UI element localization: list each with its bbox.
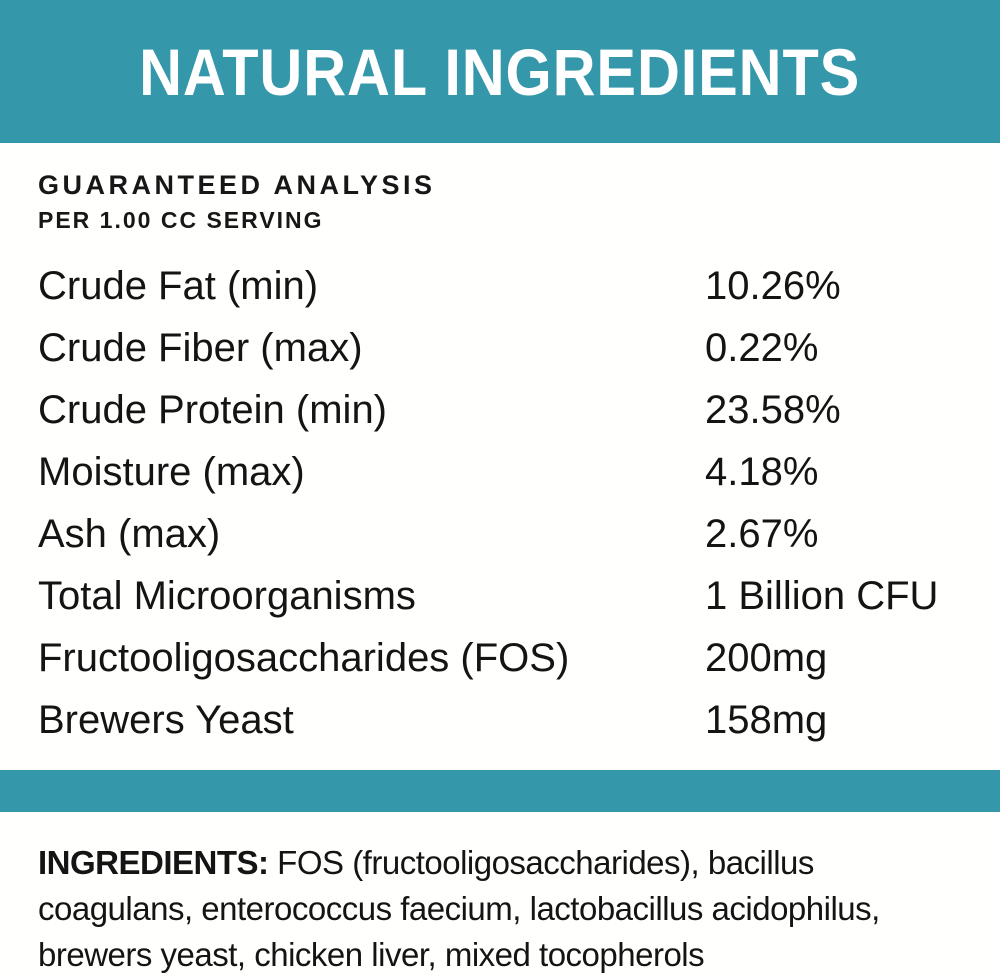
nutrient-value: 0.22% (705, 325, 819, 370)
ingredients-line-2: coagulans, enterococcus faecium, lactoba… (38, 890, 880, 927)
table-row: Crude Fat (min) 10.26% (38, 255, 970, 317)
nutrient-label: Ash (max) (38, 511, 221, 556)
nutrient-value: 158mg (705, 697, 828, 742)
header-band: NATURAL INGREDIENTS (0, 0, 1000, 143)
table-row: Brewers Yeast 158mg (38, 689, 970, 751)
page-title: NATURAL INGREDIENTS (139, 34, 861, 109)
nutrient-value: 23.58% (705, 387, 841, 432)
nutrient-label: Brewers Yeast (38, 697, 294, 742)
analysis-table: Crude Fat (min) 10.26% Crude Fiber (max)… (38, 255, 970, 751)
ingredients-line-3: brewers yeast, chicken liver, mixed toco… (38, 936, 705, 973)
nutrient-value: 200mg (705, 635, 828, 680)
nutrient-label: Total Microorganisms (38, 573, 416, 618)
divider-band (0, 770, 1000, 812)
nutrient-label: Crude Protein (min) (38, 387, 388, 432)
nutrient-value: 4.18% (705, 449, 819, 494)
table-row: Ash (max) 2.67% (38, 503, 970, 565)
ingredients-label: INGREDIENTS: (38, 844, 269, 881)
nutrient-value: 2.67% (705, 511, 819, 556)
nutrient-label: Crude Fat (min) (38, 263, 319, 308)
nutrient-value: 10.26% (705, 263, 841, 308)
nutrient-label: Fructooligosaccharides (FOS) (38, 635, 570, 680)
ingredients-line-1: INGREDIENTS: FOS (fructooligosaccharides… (38, 840, 970, 886)
table-row: Total Microorganisms 1 Billion CFU (38, 565, 970, 627)
nutrient-value: 1 Billion CFU (705, 573, 939, 618)
analysis-heading: GUARANTEED ANALYSIS (38, 170, 436, 200)
ingredients-section: INGREDIENTS: FOS (fructooligosaccharides… (38, 840, 970, 978)
nutrient-label: Crude Fiber (max) (38, 325, 363, 370)
table-row: Crude Fiber (max) 0.22% (38, 317, 970, 379)
nutrient-label: Moisture (max) (38, 449, 305, 494)
ingredients-text: FOS (fructooligosaccharides), bacillus (268, 844, 814, 881)
table-row: Moisture (max) 4.18% (38, 441, 970, 503)
guaranteed-analysis-section: GUARANTEED ANALYSIS PER 1.00 CC SERVING … (38, 170, 970, 751)
table-row: Fructooligosaccharides (FOS) 200mg (38, 627, 970, 689)
analysis-serving-size: PER 1.00 CC SERVING (38, 207, 324, 233)
table-row: Crude Protein (min) 23.58% (38, 379, 970, 441)
